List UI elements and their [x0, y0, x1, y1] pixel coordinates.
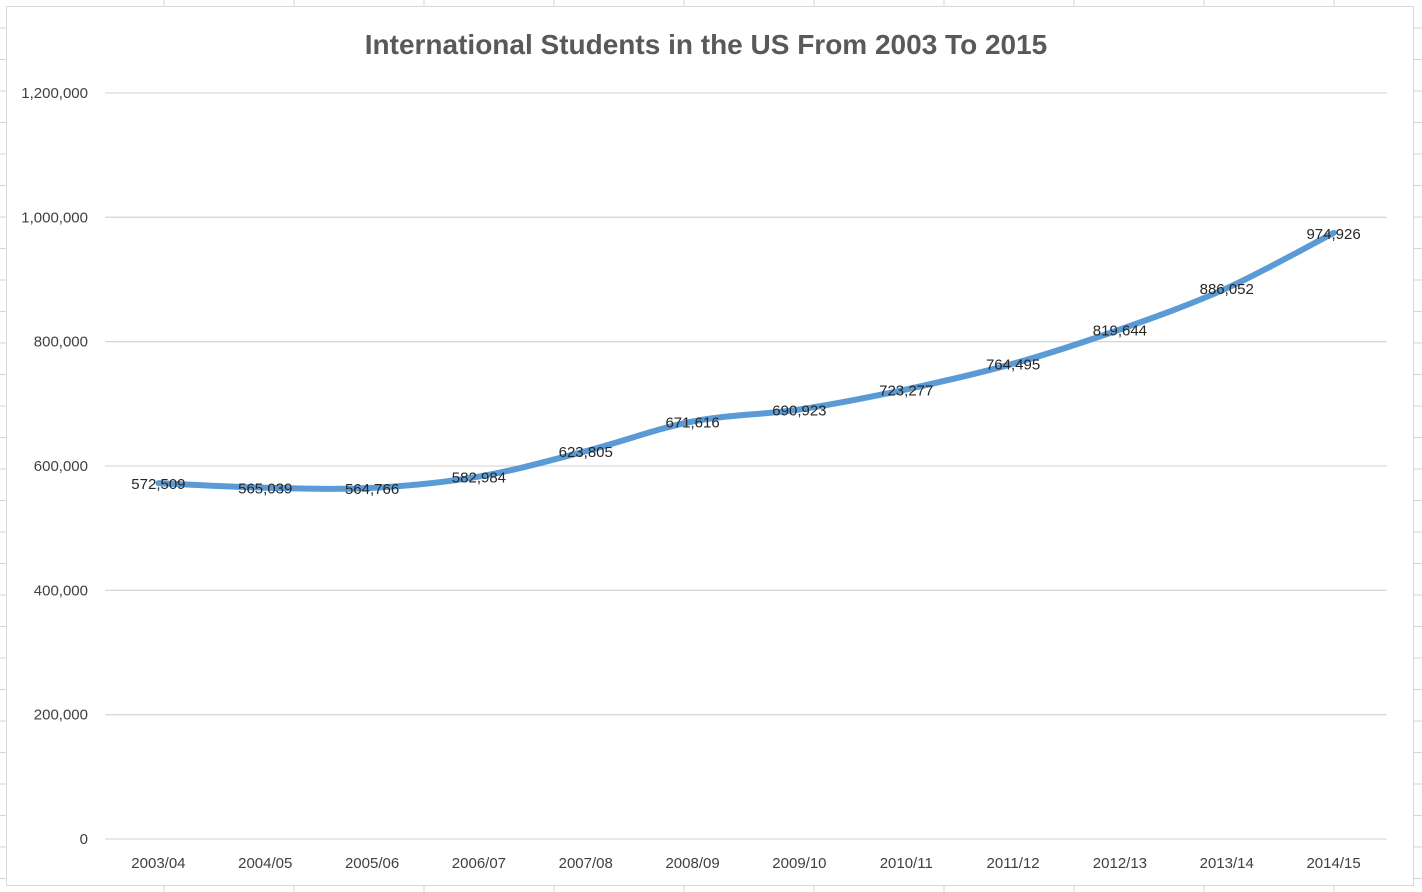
- x-tick-label: 2004/05: [238, 855, 292, 872]
- x-tick-label: 2006/07: [452, 855, 506, 872]
- x-tick-label: 2003/04: [131, 855, 185, 872]
- data-label: 582,984: [452, 470, 506, 487]
- y-tick-label: 800,000: [34, 334, 88, 351]
- y-tick-label: 600,000: [34, 458, 88, 475]
- series-line: [155, 229, 1337, 492]
- x-tick-label: 2009/10: [772, 855, 826, 872]
- data-label: 671,616: [665, 414, 719, 431]
- y-tick-label: 0: [80, 831, 88, 848]
- x-tick-label: 2011/12: [987, 855, 1040, 872]
- x-tick-label: 2008/09: [665, 855, 719, 872]
- data-label: 974,926: [1306, 226, 1360, 243]
- x-tick-label: 2014/15: [1306, 855, 1360, 872]
- x-tick-label: 2013/14: [1200, 855, 1254, 872]
- x-tick-label: 2007/08: [559, 855, 613, 872]
- x-tick-label: 2012/13: [1093, 855, 1147, 872]
- series-line-layer: [155, 229, 1337, 492]
- x-tick-label: 2005/06: [345, 855, 399, 872]
- data-label: 886,052: [1200, 281, 1254, 298]
- data-label: 623,805: [559, 444, 613, 461]
- x-tick-label: 2010/11: [880, 855, 933, 872]
- y-tick-label: 200,000: [34, 707, 88, 724]
- chart-title: International Students in the US From 20…: [365, 29, 1048, 60]
- data-label: 764,495: [986, 357, 1040, 374]
- data-label: 564,766: [345, 481, 399, 498]
- chart-area[interactable]: [6, 6, 1414, 886]
- y-axis-labels: 0 200,000 400,000 600,000 800,000 1,000,000 1,…: [21, 85, 88, 848]
- y-tick-label: 400,000: [34, 582, 88, 599]
- y-tick-label: 1,000,000: [21, 209, 88, 226]
- data-label: 819,644: [1093, 322, 1147, 339]
- data-label: 690,923: [772, 402, 826, 419]
- x-axis-labels: 2003/04 2004/05 2005/06 2006/07 2007/08 2008/…: [131, 855, 1360, 872]
- data-label: 565,039: [238, 481, 292, 498]
- data-labels: 572,509 565,039 564,766 582,984 623,805 671,6…: [131, 226, 1360, 498]
- data-label: 723,277: [879, 382, 933, 399]
- gridlines: [105, 92, 1387, 840]
- y-tick-label: 1,200,000: [21, 85, 88, 102]
- data-label: 572,509: [131, 476, 185, 493]
